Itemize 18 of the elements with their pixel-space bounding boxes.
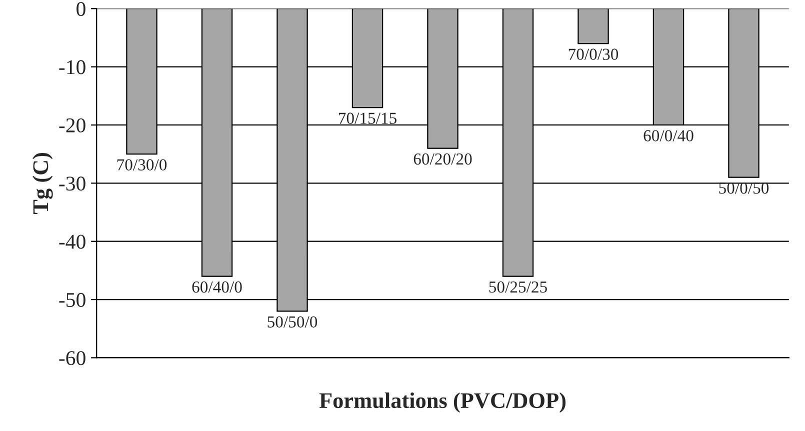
y-tick-label: -40 — [59, 234, 86, 249]
y-tick-label: -30 — [59, 176, 86, 191]
x-tick-label: 70/0/30 — [568, 48, 618, 60]
x-tick-label: 70/15/15 — [338, 112, 396, 124]
x-tick-label: 50/25/25 — [489, 281, 547, 293]
x-tick-label: 50/50/0 — [268, 316, 318, 328]
y-tick-label: -50 — [59, 292, 86, 307]
y-tick-label: -20 — [59, 118, 86, 132]
x-axis-title: Formulations (PVC/DOP) — [319, 392, 566, 413]
x-tick-label: 50/0/50 — [719, 182, 769, 194]
x-tick-label: 60/0/40 — [644, 130, 694, 142]
y-axis-title: Tg (C) — [32, 152, 53, 214]
x-tick-label: 60/40/0 — [192, 281, 242, 293]
y-tick-label: -10 — [59, 60, 86, 74]
y-tick-label: -60 — [59, 351, 86, 366]
y-tick-label: 0 — [76, 2, 86, 16]
x-tick-label: 60/20/20 — [414, 153, 472, 165]
x-tick-label: 70/30/0 — [117, 159, 167, 170]
